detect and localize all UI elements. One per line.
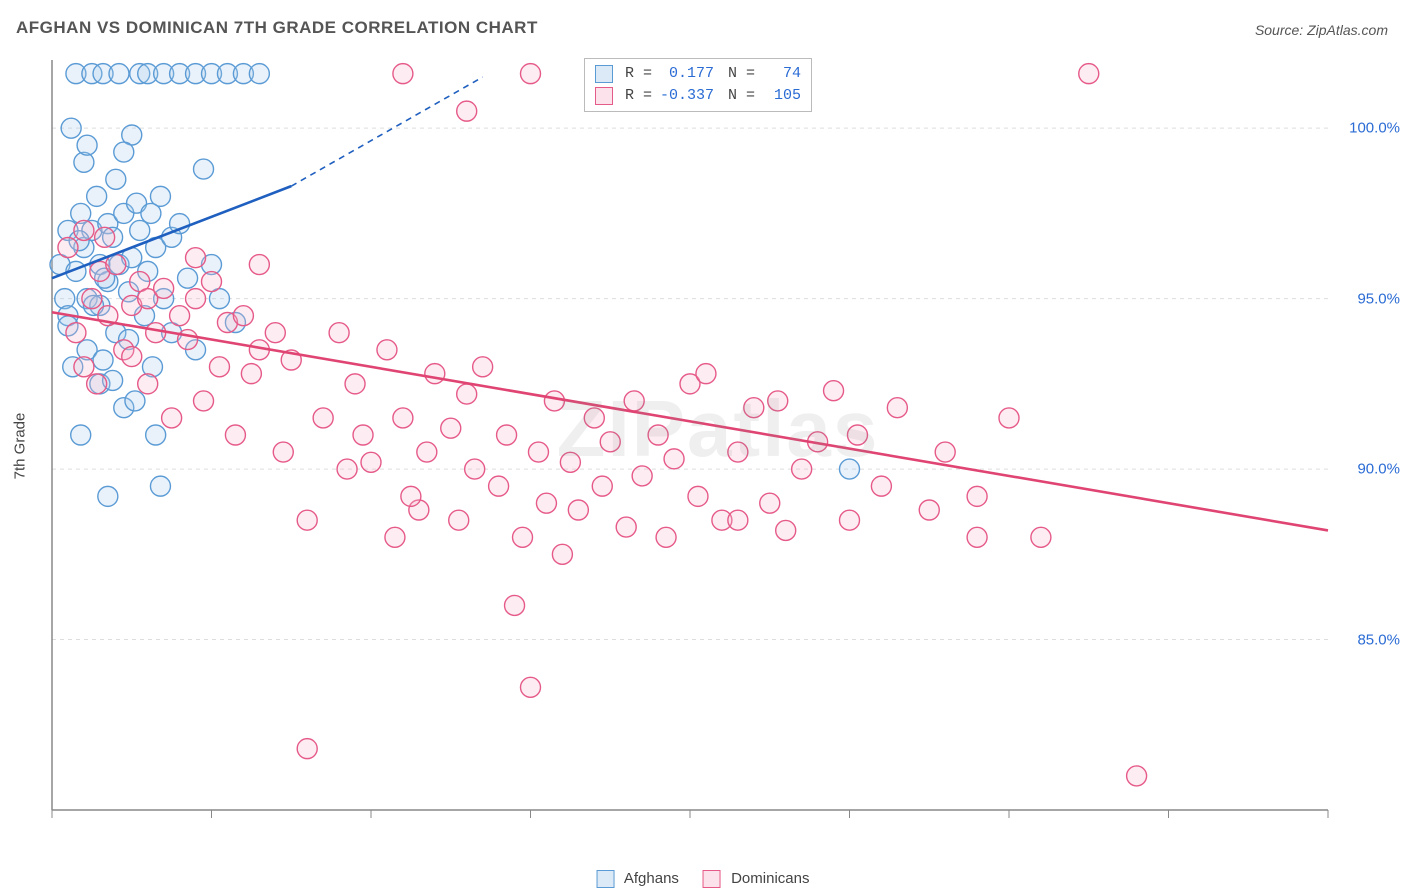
y-tick-label: 95.0% — [1357, 290, 1400, 307]
y-axis-label: 7th Grade — [12, 413, 29, 480]
plot-area: ZIPatlas R =0.177N =74R =-0.337N =105 — [48, 50, 1388, 840]
square-icon — [703, 870, 721, 888]
source-label: Source: ZipAtlas.com — [1255, 22, 1388, 38]
y-tick-label: 90.0% — [1357, 461, 1400, 478]
square-icon — [595, 65, 613, 83]
y-tick-label: 100.0% — [1349, 120, 1400, 137]
legend-row: R =-0.337N =105 — [595, 85, 801, 107]
chart-svg — [48, 50, 1388, 840]
legend-label: Dominicans — [731, 870, 809, 887]
series-legend: Afghans Dominicans — [597, 870, 810, 888]
legend-label: Afghans — [624, 870, 679, 887]
chart-title: AFGHAN VS DOMINICAN 7TH GRADE CORRELATIO… — [16, 18, 538, 38]
square-icon — [597, 870, 615, 888]
y-tick-label: 85.0% — [1357, 631, 1400, 648]
legend-item-afghans: Afghans — [597, 870, 679, 888]
legend-item-dominicans: Dominicans — [703, 870, 810, 888]
legend-row: R =0.177N =74 — [595, 63, 801, 85]
square-icon — [595, 87, 613, 105]
correlation-legend: R =0.177N =74R =-0.337N =105 — [584, 58, 812, 112]
chart-container: AFGHAN VS DOMINICAN 7TH GRADE CORRELATIO… — [0, 0, 1406, 892]
